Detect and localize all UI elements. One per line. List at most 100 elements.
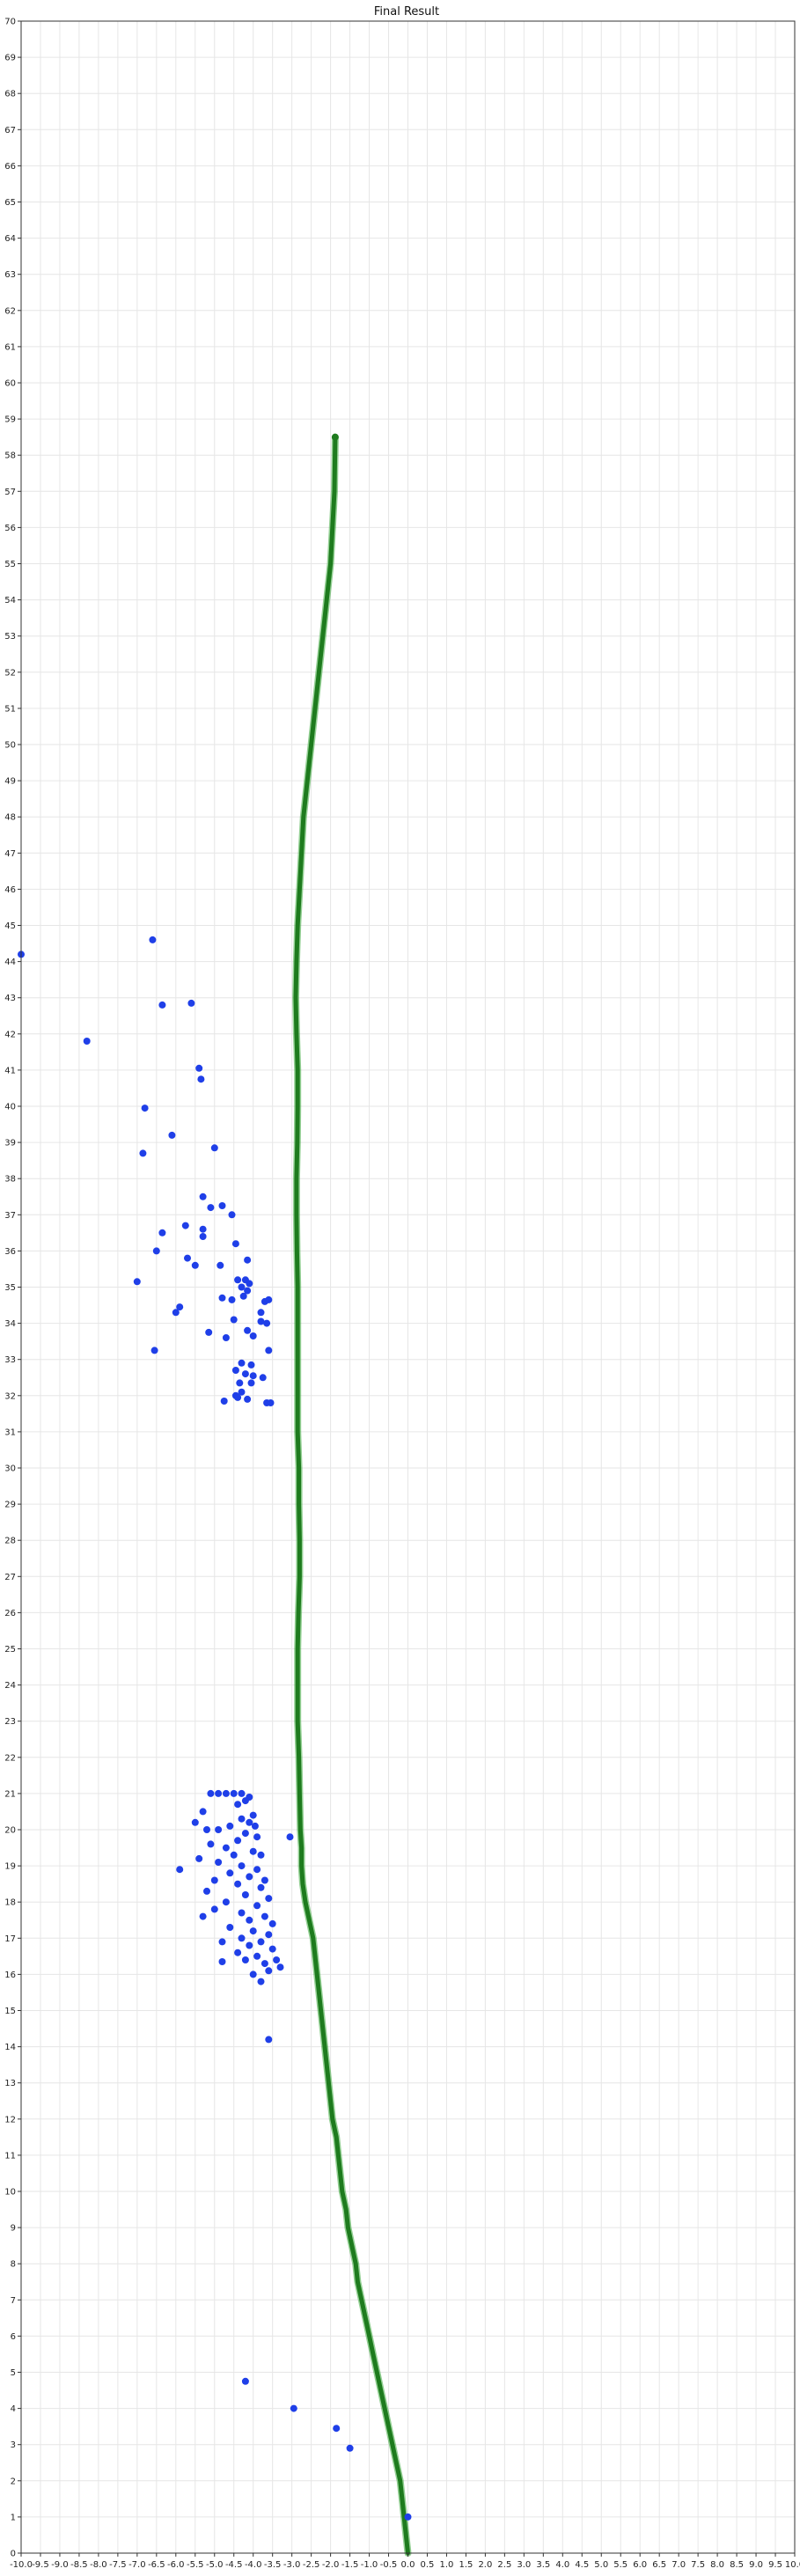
scatter-point (346, 2444, 354, 2452)
scatter-point (267, 1399, 275, 1406)
x-tick-label: -8.5 (70, 2560, 88, 2570)
x-tick-label: 4.0 (555, 2560, 569, 2570)
y-tick-label: 4 (11, 2404, 16, 2414)
scatter-point (207, 1789, 215, 1797)
scatter-point (207, 1840, 215, 1848)
scatter-point (249, 1847, 257, 1855)
scatter-point (265, 2036, 273, 2044)
scatter-point (261, 1960, 268, 1968)
scatter-point (226, 1924, 234, 1931)
x-tick-label: -1.0 (361, 2560, 378, 2570)
y-tick-label: 52 (4, 668, 16, 678)
scatter-point (236, 1379, 244, 1387)
scatter-point (152, 1247, 160, 1255)
y-tick-label: 61 (4, 342, 16, 352)
x-tick-label: 1.5 (459, 2560, 473, 2570)
y-tick-label: 40 (4, 1103, 16, 1112)
chart-title: Final Result (374, 5, 439, 18)
scatter-point (230, 1851, 238, 1859)
scatter-point (273, 1956, 281, 1963)
y-tick-label: 43 (4, 994, 16, 1003)
scatter-point (265, 1295, 273, 1303)
scatter-point (228, 1211, 236, 1219)
scatter-point (249, 1927, 257, 1935)
scatter-point (228, 1295, 236, 1303)
scatter-point (257, 1309, 265, 1317)
scatter-point (290, 2404, 297, 2412)
scatter-point (222, 1789, 230, 1797)
scatter-point (217, 1261, 224, 1269)
scatter-point (222, 1334, 230, 1341)
scatter-point (218, 1202, 226, 1209)
scatter-point (141, 1105, 149, 1112)
x-tick-label: 1.0 (439, 2560, 453, 2570)
y-tick-label: 6 (11, 2332, 16, 2342)
scatter-point (246, 1818, 253, 1826)
x-tick-label: -2.5 (303, 2560, 320, 2570)
scatter-point (234, 1801, 242, 1809)
x-tick-label: -5.5 (187, 2560, 204, 2570)
x-tick-label: -4.5 (225, 2560, 243, 2570)
y-tick-label: 22 (4, 1753, 16, 1763)
x-tick-label: 4.5 (575, 2560, 589, 2570)
y-tick-label: 57 (4, 488, 16, 497)
x-tick-label: 0.5 (421, 2560, 435, 2570)
scatter-point (231, 1240, 239, 1248)
scatter-point (150, 1347, 158, 1354)
y-tick-label: 15 (4, 2007, 16, 2016)
scatter-point (286, 1833, 294, 1841)
scatter-point (238, 1388, 246, 1396)
y-tick-label: 59 (4, 415, 16, 425)
x-tick-label: -3.5 (264, 2560, 282, 2570)
x-tick-label: -1.5 (341, 2560, 359, 2570)
scatter-point (158, 1229, 166, 1237)
y-tick-label: 23 (4, 1717, 16, 1727)
scatter-point (230, 1316, 238, 1324)
scatter-point (222, 1844, 230, 1852)
y-tick-label: 45 (4, 921, 16, 931)
x-tick-label: -4.0 (245, 2560, 262, 2570)
y-tick-label: 54 (4, 596, 16, 605)
scatter-point (199, 1808, 207, 1816)
x-tick-label: -6.5 (148, 2560, 165, 2570)
x-tick-label: 5.5 (613, 2560, 628, 2570)
y-tick-label: 58 (4, 451, 16, 461)
y-tick-label: 11 (4, 2151, 16, 2161)
scatter-point (246, 1941, 253, 1949)
scatter-point (238, 1909, 246, 1917)
scatter-point (181, 1222, 189, 1229)
scatter-point (246, 1280, 253, 1288)
scatter-point (241, 1797, 249, 1805)
x-tick-label: 7.5 (691, 2560, 705, 2570)
y-tick-label: 14 (4, 2043, 16, 2052)
y-tick-label: 2 (11, 2477, 16, 2486)
y-tick-label: 35 (4, 1283, 16, 1293)
scatter-point (276, 1963, 284, 1971)
scatter-point (184, 1254, 191, 1262)
x-tick-label: 2.0 (478, 2560, 492, 2570)
scatter-point (203, 1887, 210, 1895)
y-tick-label: 26 (4, 1609, 16, 1618)
y-tick-label: 16 (4, 1971, 16, 1980)
scatter-point (265, 1931, 273, 1939)
y-tick-label: 50 (4, 741, 16, 751)
scatter-point (265, 1347, 273, 1354)
y-tick-label: 31 (4, 1427, 16, 1437)
scatter-point (199, 1225, 207, 1233)
scatter-point (247, 1379, 255, 1387)
y-tick-label: 1 (11, 2513, 16, 2522)
scatter-point (191, 1261, 199, 1269)
y-tick-label: 5 (11, 2368, 16, 2378)
scatter-point (234, 1837, 242, 1845)
y-tick-label: 66 (4, 162, 16, 172)
scatter-point (218, 1938, 226, 1946)
x-tick-label: 3.5 (536, 2560, 550, 2570)
y-tick-label: 53 (4, 632, 16, 642)
y-tick-label: 49 (4, 777, 16, 787)
scatter-point (231, 1367, 239, 1374)
x-tick-label: 8.0 (710, 2560, 724, 2570)
scatter-point (249, 1971, 257, 1978)
scatter-point (249, 1332, 257, 1339)
